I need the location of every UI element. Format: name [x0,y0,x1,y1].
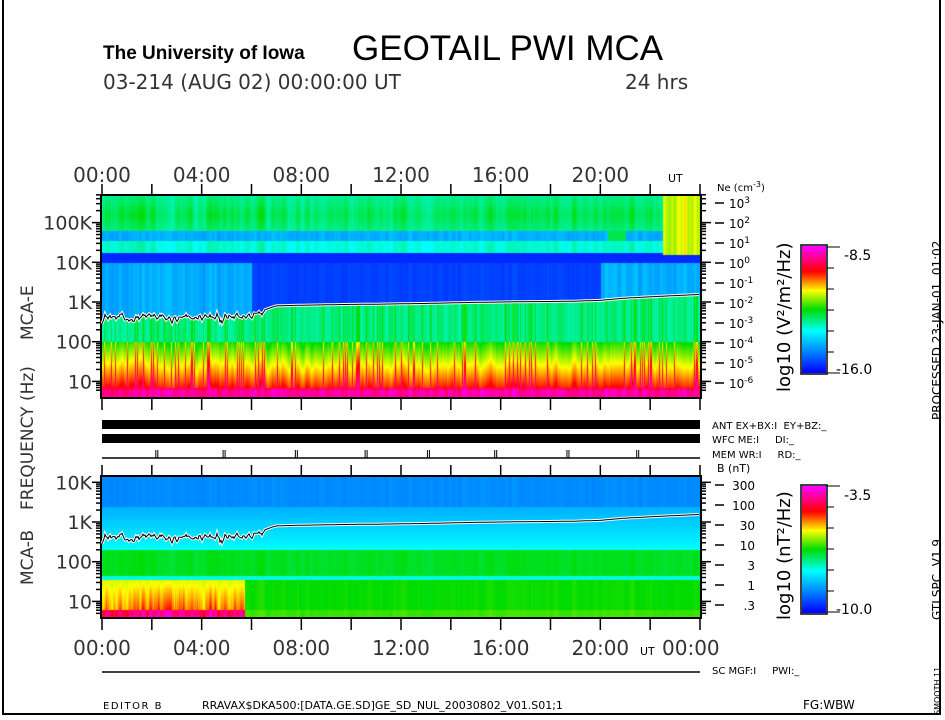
freq-label-b: 1K [67,512,92,534]
colorbar-mca-b [802,486,826,613]
ne-tick-label: 10-6 [729,376,754,391]
duration: 24 hrs [625,70,688,94]
mca-b-panel-border [100,475,702,619]
freq-label-b: 10K [55,472,92,494]
b-tick-label: 3 [747,559,755,573]
data-file-path: RRAVAX$DKA500:[DATA.GE.SD]GE_SD_NUL_2003… [202,699,563,712]
time-label-bottom: 04:00 [173,636,231,660]
freq-label-b: 100 [56,552,92,574]
software-version: GTLSPC V1.9 [930,539,944,620]
colorbar-e-max: -8.5 [844,248,871,264]
wfc-status: WFC ME:I DI:_ [712,435,795,446]
colorbar-b-label: log10 (nT²/Hz) [774,491,795,620]
colorbar-e-border [800,244,828,375]
freq-label-e: 1K [67,292,92,314]
ne-tick-label: 103 [729,196,750,211]
ne-tick-label: 102 [729,216,750,231]
ne-tick-label: 10-2 [729,296,753,311]
freq-label-e: 100 [56,332,92,354]
time-label-bottom: 00:00 [662,636,720,660]
freq-label-b: 10 [68,591,92,613]
time-label-top: 16:00 [472,163,530,187]
ne-axis-title: Ne (cm-3) [717,180,765,194]
time-label-bottom: 16:00 [472,636,530,660]
smooth-setting: SMOOTH 11 [933,667,942,715]
spectrogram-mca-b [102,477,700,617]
sc-status: SC MGF:I PWI:_ [712,666,800,677]
wfc-status-bar [102,434,700,443]
ne-tick-label: 101 [729,236,750,251]
b-tick-label: 1 [747,579,755,593]
b-tick-label: 10 [740,539,755,553]
time-label-top: 08:00 [273,163,331,187]
time-label-bottom: 20:00 [572,636,630,660]
colorbar-b-min: -10.0 [836,602,872,618]
freq-label-e: 10K [55,252,92,274]
time-unit-bottom: UT [640,645,655,658]
b-tick-label: 30 [740,519,755,533]
plasma-line-mca-e-halo [100,293,699,328]
ne-tick-label: 10-4 [729,336,754,351]
ant-status-bar [102,420,700,429]
frequency-axis-label: FREQUENCY (Hz) [18,366,38,510]
time-label-top: 04:00 [173,163,231,187]
mca-b-label: MCA-B [18,530,38,585]
mca-e-panel-border [100,194,702,399]
ne-tick-label: 10-3 [729,316,753,331]
freq-label-e: 10 [68,371,92,393]
main-title: GEOTAIL PWI MCA [352,29,664,68]
ne-tick-label: 10-5 [729,356,753,371]
colorbar-e-label: log10 (V²/m²/Hz) [774,242,795,392]
spectrogram-mca-e [102,196,700,397]
freq-label-e: 100K [43,213,92,235]
mem-status: MEM WR:I RD:_ [712,450,802,461]
time-label-top: 00:00 [73,163,131,187]
ne-tick-label: 100 [729,256,750,271]
b-tick-label: 100 [732,499,755,513]
date-line: 03-214 (AUG 02) 00:00:00 UT [103,70,402,94]
time-label-top: 20:00 [572,163,630,187]
b-tick-label: 300 [732,479,755,493]
processed-stamp: PROCESSED 23-JAN-01 01:02 [930,241,944,420]
colorbar-b-max: -3.5 [844,488,871,504]
editor-label: EDITOR B [103,701,163,712]
ant-status: ANT EX+BX:I EY+BZ:_ [712,421,827,432]
time-unit-top: UT [668,172,683,185]
plasma-line-mca-e [101,294,699,325]
plasma-line-mca-b [101,514,699,545]
plasma-line-mca-b-halo [100,513,699,548]
ne-tick-label: 10-1 [729,276,753,291]
time-label-top: 12:00 [372,163,430,187]
time-label-bottom: 00:00 [73,636,131,660]
fg-label: FG:WBW [803,698,855,712]
colorbar-mca-e [802,246,826,373]
colorbar-b-border [800,484,828,615]
mca-e-label: MCA-E [18,285,38,340]
colorbar-e-min: -16.0 [836,362,872,378]
b-tick-label: .3 [744,599,755,613]
b-axis-title: B (nT) [717,462,750,475]
institution: The University of Iowa [103,43,305,64]
time-label-bottom: 08:00 [273,636,331,660]
time-label-bottom: 12:00 [372,636,430,660]
